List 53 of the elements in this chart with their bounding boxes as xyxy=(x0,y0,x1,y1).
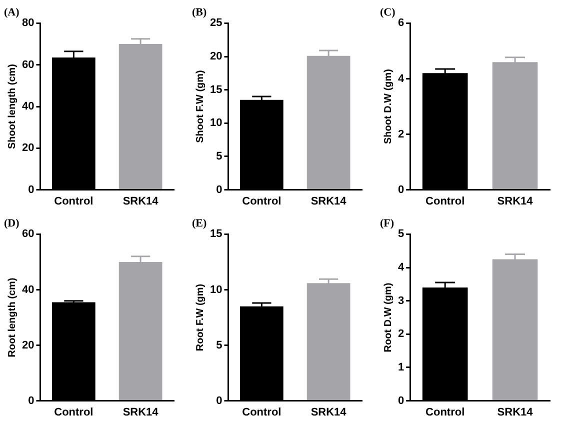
x-tick-label: Control xyxy=(242,195,282,208)
y-tick-label: 0 xyxy=(216,184,222,196)
y-tick-label: 0 xyxy=(28,184,34,196)
y-tick-label: 15 xyxy=(210,228,222,240)
x-tick-label: SRK14 xyxy=(310,195,348,208)
y-axis-title: Root D.W (gm) xyxy=(382,282,394,352)
x-tick-label: Control xyxy=(54,406,94,418)
x-tick-label: SRK14 xyxy=(122,195,160,208)
y-tick-label: 80 xyxy=(22,17,34,30)
x-tick-label: SRK14 xyxy=(497,406,534,418)
x-tick-label: SRK14 xyxy=(310,406,348,418)
chart-title: (B) xyxy=(192,6,207,18)
x-tick-label: SRK14 xyxy=(122,406,160,418)
y-tick-label: 1 xyxy=(398,362,404,374)
y-tick-label: 3 xyxy=(398,294,404,307)
y-tick-label: 25 xyxy=(210,17,222,30)
chart-title: (D) xyxy=(4,217,20,230)
chart-title: (F) xyxy=(380,217,394,230)
y-tick-label: 60 xyxy=(22,58,34,71)
x-tick-label: Control xyxy=(426,195,465,208)
y-tick-label: 40 xyxy=(22,284,34,296)
y-axis-title: Shoot D.W (gm) xyxy=(382,69,394,144)
y-tick-label: 2 xyxy=(398,328,404,340)
y-tick-label: 10 xyxy=(210,117,222,130)
y-tick-label: 4 xyxy=(398,262,405,274)
x-tick-label: Control xyxy=(426,406,465,418)
y-axis-title: Shoot length (cm) xyxy=(6,64,18,149)
y-axis-title: Root F.W (gm) xyxy=(194,284,206,352)
y-tick-label: 20 xyxy=(22,339,34,352)
y-tick-label: 0 xyxy=(216,394,222,407)
y-tick-label: 60 xyxy=(22,228,34,240)
x-tick-label: SRK14 xyxy=(497,195,534,208)
x-tick-label: Control xyxy=(54,195,94,208)
y-tick-label: 0 xyxy=(398,394,404,407)
y-tick-label: 6 xyxy=(398,17,404,30)
y-tick-label: 10 xyxy=(210,284,222,296)
y-tick-label: 0 xyxy=(28,394,34,407)
y-axis-title: Root length (cm) xyxy=(6,278,18,358)
y-tick-label: 15 xyxy=(210,84,222,96)
y-tick-label: 40 xyxy=(22,100,34,113)
y-tick-label: 4 xyxy=(398,72,405,85)
y-tick-label: 5 xyxy=(216,339,222,352)
x-tick-label: Control xyxy=(242,406,282,418)
y-tick-label: 20 xyxy=(210,50,222,63)
chart-title: (A) xyxy=(4,6,20,18)
y-tick-label: 5 xyxy=(398,228,404,240)
y-axis-title: Shoot F.W (gm) xyxy=(194,70,206,143)
chart-title: (C) xyxy=(380,6,396,18)
chart-title: (E) xyxy=(192,217,207,230)
y-tick-label: 2 xyxy=(398,128,404,140)
y-tick-label: 20 xyxy=(22,142,34,154)
y-tick-label: 5 xyxy=(216,150,222,163)
y-tick-label: 0 xyxy=(398,184,404,196)
